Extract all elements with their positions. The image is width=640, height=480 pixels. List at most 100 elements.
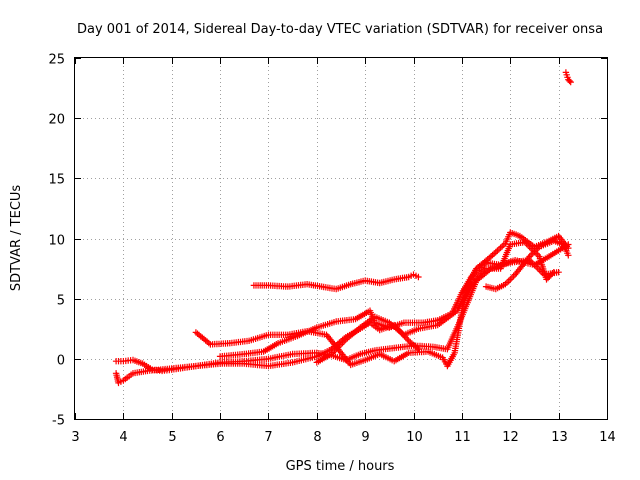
- data-point: [473, 254, 493, 272]
- data-point: [492, 282, 507, 293]
- data-point: [434, 308, 459, 329]
- series-arc-6: [313, 238, 557, 366]
- x-tick-label: 3: [71, 430, 79, 445]
- data-point: [565, 252, 572, 259]
- x-tick-label: 4: [119, 430, 127, 445]
- data-point: [543, 270, 556, 283]
- data-point: [265, 282, 289, 290]
- data-point: [129, 356, 144, 367]
- data-point: [112, 358, 125, 365]
- data-point: [526, 245, 541, 260]
- data-point: [376, 276, 396, 287]
- series-arc-5: [216, 229, 572, 360]
- y-tick-label: 25: [48, 53, 65, 68]
- data-point: [192, 359, 222, 370]
- data-point: [502, 273, 517, 288]
- data-point: [400, 326, 420, 338]
- data-point: [226, 337, 251, 347]
- x-tick-label: 10: [406, 430, 423, 445]
- data-point: [536, 253, 550, 281]
- data-point: [347, 277, 367, 288]
- data-point: [487, 241, 507, 260]
- data-point: [405, 272, 415, 281]
- data-point: [207, 340, 231, 348]
- x-tick-label: 9: [361, 430, 369, 445]
- data-point: [328, 338, 348, 358]
- x-tick-label: 14: [599, 430, 616, 445]
- data-point: [362, 351, 381, 364]
- y-tick-label: 20: [48, 113, 65, 128]
- series-arc-4: [250, 271, 422, 293]
- series-arc-7: [562, 69, 574, 86]
- data-point: [303, 281, 323, 290]
- data-point: [362, 277, 381, 286]
- data-point: [458, 267, 479, 296]
- data-point: [386, 319, 406, 337]
- data-point: [565, 76, 573, 85]
- data-point: [507, 239, 526, 248]
- data-point: [260, 341, 280, 355]
- series-arc-8: [482, 237, 572, 293]
- data-point: [497, 243, 513, 272]
- data-point: [468, 266, 488, 288]
- data-point: [168, 363, 197, 373]
- data-point: [531, 238, 551, 251]
- data-point: [453, 282, 474, 314]
- data-point: [333, 281, 352, 293]
- x-tick-label: 12: [502, 430, 519, 445]
- data-point: [347, 357, 367, 369]
- y-tick-label: 15: [48, 173, 65, 188]
- data-point: [560, 241, 571, 257]
- data-point: [424, 348, 444, 360]
- y-tick-label: 5: [57, 294, 65, 309]
- data-point: [129, 368, 149, 377]
- data-point: [333, 316, 357, 325]
- data-point: [545, 233, 560, 245]
- data-point: [550, 237, 565, 247]
- x-tick-label: 13: [551, 430, 568, 445]
- y-tick-label: -5: [52, 414, 65, 429]
- data-point: [357, 314, 377, 331]
- grid-lines: [75, 58, 607, 419]
- data-point: [371, 313, 391, 326]
- data-point: [444, 351, 457, 370]
- data-point: [313, 319, 338, 331]
- data-point: [444, 315, 465, 353]
- data-point: [120, 357, 134, 365]
- data-point: [550, 269, 557, 276]
- data-point: [342, 325, 362, 343]
- plot-frame: [74, 57, 608, 420]
- data-point: [405, 348, 430, 356]
- data-point: [115, 378, 125, 387]
- data-point: [245, 332, 270, 344]
- data-point: [274, 333, 299, 347]
- data-point: [318, 283, 338, 292]
- data-point: [410, 342, 434, 350]
- data-point: [216, 358, 246, 366]
- tick-labels: 3 4 5 6 7 8 9 10 11 12 13 14 -5 0 5 10 15 20 25: [48, 53, 615, 446]
- chart-title: Day 001 of 2014, Sidereal Day-to-day VTE…: [77, 22, 603, 37]
- data-point: [415, 273, 422, 281]
- data-point: [289, 349, 318, 358]
- x-axis-label: GPS time / hours: [286, 459, 395, 474]
- data-point: [265, 351, 294, 362]
- y-tick-label: 0: [57, 354, 65, 369]
- data-point: [352, 308, 372, 323]
- data-point: [289, 353, 318, 366]
- tick-marks: [75, 58, 608, 420]
- data-point: [337, 349, 353, 367]
- x-tick-label: 5: [168, 430, 176, 445]
- data-point: [371, 345, 396, 354]
- data-point: [241, 348, 265, 358]
- data-point: [567, 78, 574, 86]
- data-point: [376, 350, 396, 364]
- data-point: [313, 351, 333, 366]
- data-point: [391, 274, 410, 283]
- data-point: [284, 281, 309, 290]
- data-point: [536, 238, 555, 251]
- x-tick-label: 8: [313, 430, 321, 445]
- data-point: [507, 229, 522, 239]
- x-tick-label: 7: [264, 430, 272, 445]
- data-point: [139, 360, 154, 372]
